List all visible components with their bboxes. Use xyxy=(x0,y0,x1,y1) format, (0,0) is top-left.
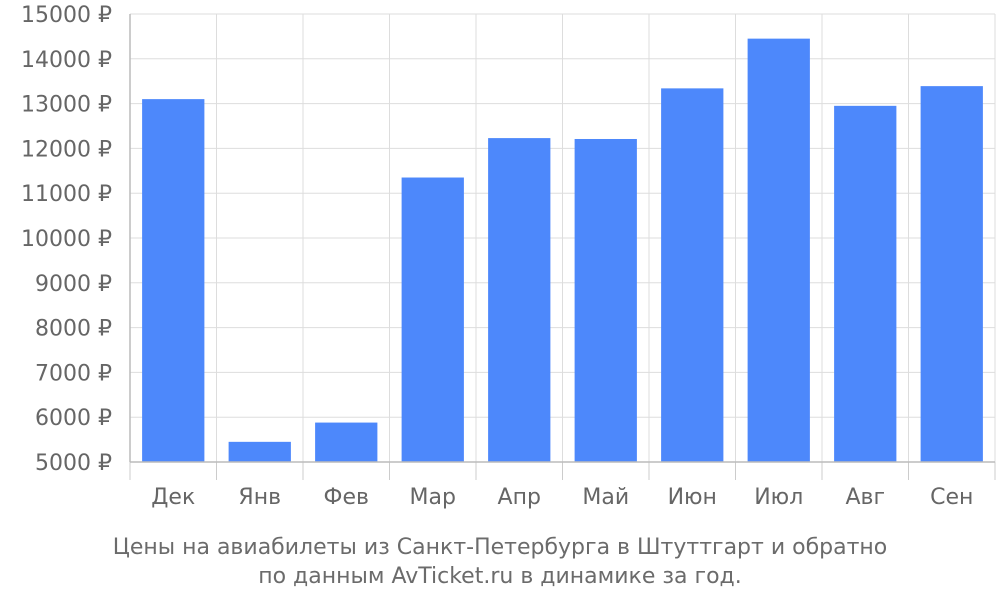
x-tick-label: Янв xyxy=(238,485,281,510)
x-tick-label: Сен xyxy=(930,485,973,510)
y-tick-label: 7000 ₽ xyxy=(35,361,112,386)
y-tick-labels: 5000 ₽ 6000 ₽ 7000 ₽ 8000 ₽ 9000 ₽ 10000 ₽ 110… xyxy=(21,3,112,476)
bar-1 xyxy=(228,441,291,462)
y-tick-label: 6000 ₽ xyxy=(35,406,112,431)
bar-7 xyxy=(747,38,810,462)
caption-line-2: по данным AvTicket.ru в динамике за год. xyxy=(258,564,742,589)
x-tick-labels: Дек Янв Фев Мар Апр Май Июн Июл Авг Сен xyxy=(151,485,973,510)
bar-4 xyxy=(488,138,551,462)
bar-6 xyxy=(661,88,724,463)
y-tick-label: 13000 ₽ xyxy=(21,93,112,118)
y-tick-label: 10000 ₽ xyxy=(21,227,112,252)
caption-line-1: Цены на авиабилеты из Санкт-Петербурга в… xyxy=(112,535,888,560)
bar-3 xyxy=(401,177,464,462)
bar-8 xyxy=(834,105,897,462)
y-tick-label: 15000 ₽ xyxy=(21,3,112,28)
bars xyxy=(142,38,983,463)
x-tick-label: Апр xyxy=(498,485,541,510)
bar-9 xyxy=(920,86,983,463)
chart-caption: Цены на авиабилеты из Санкт-Петербурга в… xyxy=(0,533,1000,591)
y-tick-label: 8000 ₽ xyxy=(35,317,112,342)
bar-2 xyxy=(315,422,378,462)
y-tick-label: 12000 ₽ xyxy=(21,137,112,162)
bar-chart: 5000 ₽ 6000 ₽ 7000 ₽ 8000 ₽ 9000 ₽ 10000 ₽ 110… xyxy=(21,3,996,510)
y-tick-label: 5000 ₽ xyxy=(35,451,112,476)
x-tick-label: Май xyxy=(582,485,629,510)
axes xyxy=(129,14,996,480)
bar-0 xyxy=(142,99,205,463)
y-tick-label: 9000 ₽ xyxy=(35,272,112,297)
x-tick-label: Июн xyxy=(668,485,717,510)
x-tick-label: Июл xyxy=(754,485,803,510)
x-tick-label: Дек xyxy=(151,485,195,510)
x-tick-label: Мар xyxy=(410,485,456,510)
y-tick-label: 11000 ₽ xyxy=(21,182,112,207)
y-tick-label: 14000 ₽ xyxy=(21,48,112,73)
x-tick-label: Фев xyxy=(324,485,369,510)
x-tick-label: Авг xyxy=(845,485,885,510)
bar-5 xyxy=(574,138,637,462)
